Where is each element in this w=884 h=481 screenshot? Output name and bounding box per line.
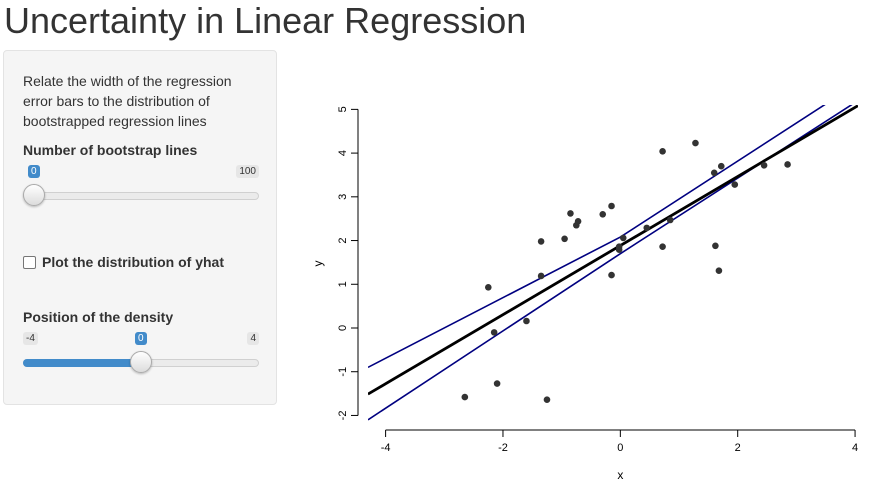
data-point xyxy=(543,396,551,404)
data-point xyxy=(619,234,627,242)
y-tick-label: 2 xyxy=(337,237,349,243)
y-tick-label: -2 xyxy=(337,411,349,421)
data-point xyxy=(493,380,501,387)
data-point xyxy=(599,211,607,218)
y-tick-label: 0 xyxy=(337,325,349,331)
slider-max-label: 4 xyxy=(247,332,259,345)
plot-yhat-checkbox-label[interactable]: Plot the distribution of yhat xyxy=(42,254,224,270)
data-point xyxy=(484,284,492,291)
page-title: Uncertainty in Linear Regression xyxy=(4,0,527,41)
data-point xyxy=(710,169,718,177)
slider-min-label: -4 xyxy=(23,332,38,345)
regression-fit-line xyxy=(368,105,858,396)
y-tick-label: 3 xyxy=(337,194,349,200)
data-point xyxy=(608,202,615,210)
slider-max-label: 100 xyxy=(236,165,259,178)
data-point xyxy=(567,210,574,217)
regression-plot: -4 -2 0 2 4 -2 -1 0 1 2 3 4 5 x y xyxy=(311,105,858,481)
y-tick-label: 4 xyxy=(337,150,349,156)
bootstrap-slider-label: Number of bootstrap lines xyxy=(23,142,198,158)
data-point xyxy=(731,181,739,188)
upper-confidence-band xyxy=(368,105,826,369)
data-point xyxy=(712,242,719,250)
sidebar-panel: Relate the width of the regression error… xyxy=(3,50,277,405)
data-point xyxy=(537,272,545,280)
data-point xyxy=(692,139,699,147)
data-point xyxy=(659,243,666,250)
data-point xyxy=(461,393,469,401)
data-point xyxy=(659,148,666,155)
slider-value-label: 0 xyxy=(135,332,147,345)
slider-handle[interactable] xyxy=(23,184,45,206)
data-point xyxy=(608,271,615,279)
data-point xyxy=(666,216,674,224)
x-tick-label: -4 xyxy=(381,442,391,454)
x-tick-label: 4 xyxy=(852,442,858,454)
x-tick-label: 0 xyxy=(617,442,623,454)
x-tick-label: 2 xyxy=(735,442,741,454)
data-point xyxy=(537,238,545,245)
data-point xyxy=(760,162,768,169)
data-point xyxy=(784,161,791,168)
data-point xyxy=(561,235,568,243)
slider-handle[interactable] xyxy=(130,351,152,373)
y-tick-label: -1 xyxy=(337,367,349,377)
data-point xyxy=(643,224,651,232)
density-position-slider[interactable]: -4 4 0 xyxy=(23,332,259,373)
data-point xyxy=(717,162,725,170)
description-text: Relate the width of the regression error… xyxy=(23,73,232,129)
slider-value-label: 0 xyxy=(28,165,40,178)
slider-track[interactable] xyxy=(23,192,259,200)
data-point xyxy=(715,267,723,275)
y-tick-label: 5 xyxy=(337,106,349,112)
data-point xyxy=(574,218,582,225)
data-point xyxy=(490,329,498,336)
density-slider-label: Position of the density xyxy=(23,309,174,325)
y-tick-label: 1 xyxy=(337,281,349,287)
x-axis-label: x xyxy=(617,468,623,481)
plot-yhat-checkbox[interactable] xyxy=(23,256,36,269)
bootstrap-lines-slider[interactable]: 100 0 xyxy=(23,165,259,206)
y-axis-label: y xyxy=(311,261,325,267)
slider-fill xyxy=(23,359,141,367)
data-point xyxy=(615,243,623,250)
data-point xyxy=(523,317,530,325)
x-tick-label: -2 xyxy=(498,442,508,454)
